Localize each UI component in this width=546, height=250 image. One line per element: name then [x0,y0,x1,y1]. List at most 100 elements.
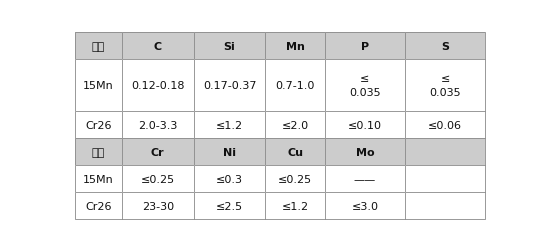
Text: 23-30: 23-30 [141,201,174,211]
Bar [405,112,485,138]
Bar [194,192,265,220]
Text: ≤
0.035: ≤ 0.035 [429,74,461,97]
Text: 牌号: 牌号 [92,147,105,157]
Text: Mn: Mn [286,42,305,51]
Text: Ni: Ni [223,147,236,157]
Bar [265,138,325,166]
Bar [194,60,265,112]
Bar [265,112,325,138]
Text: 0.7-1.0: 0.7-1.0 [276,81,315,91]
Bar [75,60,122,112]
Bar [265,166,325,192]
Bar [265,192,325,220]
Text: ≤2.5: ≤2.5 [216,201,243,211]
Bar [75,138,122,166]
Text: ≤1.2: ≤1.2 [216,120,243,130]
Bar [122,138,194,166]
Bar [75,33,122,60]
Bar [325,138,405,166]
Text: Cr: Cr [151,147,164,157]
Bar [194,166,265,192]
Text: ≤1.2: ≤1.2 [282,201,309,211]
Bar [405,112,485,138]
Bar [405,60,485,112]
Bar [265,60,325,112]
Text: 0.17-0.37: 0.17-0.37 [203,81,256,91]
Bar [325,33,405,60]
Text: ≤0.25: ≤0.25 [278,174,312,184]
Bar [405,166,485,192]
Text: Mo: Mo [355,147,375,157]
Bar [325,112,405,138]
Bar [122,60,194,112]
Bar [325,166,405,192]
Text: 2.0-3.3: 2.0-3.3 [138,120,177,130]
Text: ≤0.25: ≤0.25 [141,174,175,184]
Text: Si: Si [224,42,235,51]
Text: P: P [361,42,369,51]
Text: 15Mn: 15Mn [83,81,114,91]
Bar [75,192,122,220]
Text: Cu: Cu [287,147,303,157]
Text: ≤2.0: ≤2.0 [282,120,309,130]
Bar [194,138,265,166]
Bar [405,138,485,166]
Bar [194,112,265,138]
Bar [265,33,325,60]
Bar [405,192,485,220]
Bar [265,192,325,220]
Text: C: C [153,42,162,51]
Bar [75,138,122,166]
Bar [325,138,405,166]
Bar [75,166,122,192]
Bar [405,33,485,60]
Text: ≤
0.035: ≤ 0.035 [349,74,381,97]
Bar [194,33,265,60]
Bar [325,166,405,192]
Bar [75,60,122,112]
Bar [325,60,405,112]
Text: ——: —— [354,174,376,184]
Bar [265,33,325,60]
Bar [194,60,265,112]
Bar [122,166,194,192]
Bar [194,138,265,166]
Bar [75,192,122,220]
Bar [265,166,325,192]
Bar [325,192,405,220]
Bar [122,166,194,192]
Bar [405,192,485,220]
Bar [122,192,194,220]
Bar [405,138,485,166]
Text: 牌号: 牌号 [92,42,105,51]
Bar [265,60,325,112]
Bar [122,112,194,138]
Text: ≤0.10: ≤0.10 [348,120,382,130]
Bar [75,112,122,138]
Text: ≤3.0: ≤3.0 [352,201,378,211]
Text: Cr26: Cr26 [85,120,111,130]
Text: 15Mn: 15Mn [83,174,114,184]
Text: ≤0.3: ≤0.3 [216,174,243,184]
Bar [405,166,485,192]
Bar [122,60,194,112]
Bar [405,60,485,112]
Bar [325,112,405,138]
Bar [194,166,265,192]
Bar [265,138,325,166]
Bar [75,33,122,60]
Bar [122,33,194,60]
Bar [325,192,405,220]
Bar [194,112,265,138]
Bar [265,112,325,138]
Text: Cr26: Cr26 [85,201,111,211]
Bar [194,192,265,220]
Bar [75,112,122,138]
Bar [122,112,194,138]
Text: S: S [441,42,449,51]
Bar [122,33,194,60]
Bar [325,33,405,60]
Bar [122,192,194,220]
Bar [325,60,405,112]
Text: ≤0.06: ≤0.06 [428,120,462,130]
